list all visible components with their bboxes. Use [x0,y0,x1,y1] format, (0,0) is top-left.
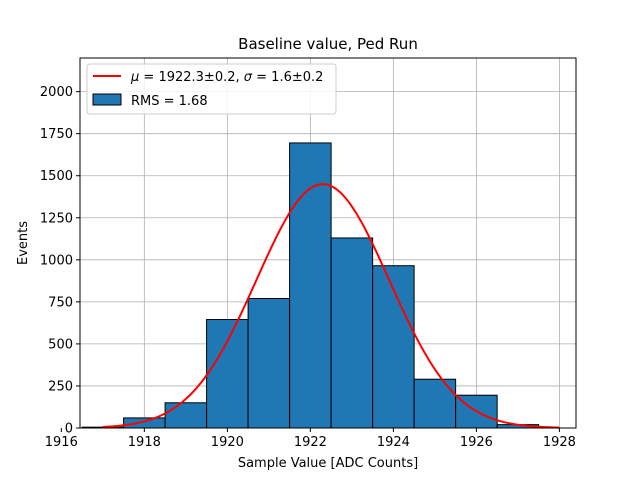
histogram-bar-5 [289,142,332,429]
legend-mu-value: = 1922.3±0.2, [139,70,243,85]
y-axis-ticks: 0 250 500 750 1000 1250 1500 1750 2000 [40,85,80,437]
y-tick-label-8: 2000 [40,85,73,100]
x-tick-label-0: 1916 [45,435,78,450]
histogram-bar-1 [123,417,166,429]
x-axis-label: Sample Value [ADC Counts] [238,456,418,471]
plot-frame [79,57,577,429]
x-tick-label-6: 1928 [543,435,576,450]
gaussian-fit-curve [102,183,560,429]
y-tick-label-5: 1250 [40,211,73,226]
y-axis-label: Events [16,221,31,265]
legend-hist-swatch [92,93,122,106]
legend: μ = 1922.3±0.2, σ = 1.6±0.2 RMS = 1.68 [86,63,337,115]
x-tick-label-5: 1926 [460,435,493,450]
histogram-bar-6 [330,237,374,429]
histogram-bar-7 [372,265,415,429]
y-tick-label-2: 500 [48,337,73,352]
histogram-bars [81,142,540,429]
legend-hist-label: RMS = 1.68 [131,94,208,109]
x-tick-label-3: 1922 [294,435,327,450]
y-tick-label-3: 750 [48,295,73,310]
y-tick-label-7: 1750 [40,127,73,142]
legend-box [86,63,337,115]
y-tick-label-6: 1500 [40,169,73,184]
legend-mu-symbol: μ [130,70,139,85]
x-tick-label-1: 1918 [128,435,161,450]
legend-fit-label: μ = 1922.3±0.2, σ = 1.6±0.2 [130,70,323,85]
x-axis-ticks: 1916 1918 1920 1922 1924 1926 1928 [45,428,576,450]
histogram-bar-8 [413,378,457,429]
legend-sigma-symbol: σ [244,70,253,85]
y-tick-label-1: 250 [48,379,73,394]
y-tick-label-0: 0 [65,422,73,437]
histogram-bar-3 [206,319,249,429]
x-tick-label-2: 1920 [211,435,244,450]
legend-sigma-value: = 1.6±0.2 [252,70,323,85]
histogram-bar-4 [247,298,291,429]
histogram-bar-2 [164,402,208,429]
chart-title: Baseline value, Ped Run [238,35,418,53]
x-tick-label-4: 1924 [377,435,410,450]
y-tick-label-4: 1000 [40,253,73,268]
